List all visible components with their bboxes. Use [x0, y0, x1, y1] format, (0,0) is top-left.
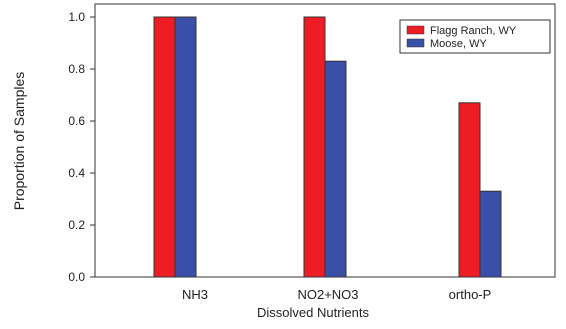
bar-ortho-p-moose: [479, 190, 502, 278]
x-axis: NH3 NO2+NO3 ortho-P: [182, 287, 491, 302]
bar-ortho-p-flagg-ranch: [458, 102, 481, 278]
y-tick-label: 0.8: [68, 62, 85, 76]
y-tick-label: 0.0: [68, 270, 85, 284]
y-tick-label: 0.2: [68, 218, 85, 232]
legend-swatch-flagg-ranch: [406, 25, 425, 35]
y-tick-label: 0.6: [68, 114, 85, 128]
legend-label-flagg-ranch: Flagg Ranch, WY: [430, 25, 517, 37]
x-tick-label: ortho-P: [449, 287, 492, 302]
legend-box: [399, 19, 551, 54]
y-axis-label: Proportion of Samples: [11, 72, 27, 211]
x-axis-label: Dissolved Nutrients: [257, 305, 369, 320]
bar-nh3-moose: [174, 16, 197, 278]
bar-no2-no3-moose: [324, 60, 347, 278]
bar-nh3-flagg-ranch: [153, 16, 176, 278]
y-tick-label: 1.0: [68, 10, 85, 24]
y-tick-label: 0.4: [68, 166, 85, 180]
x-tick-label: NH3: [182, 287, 208, 302]
legend: Flagg Ranch, WY Moose, WY: [399, 19, 551, 54]
bar-no2-no3-flagg-ranch: [303, 16, 326, 278]
legend-label-moose: Moose, WY: [430, 38, 488, 50]
x-tick-label: NO2+NO3: [297, 287, 358, 302]
legend-swatch-moose: [406, 38, 425, 48]
y-axis: 0.0 0.2 0.4 0.6 0.8 1.0: [68, 10, 95, 284]
bars: [153, 16, 502, 278]
